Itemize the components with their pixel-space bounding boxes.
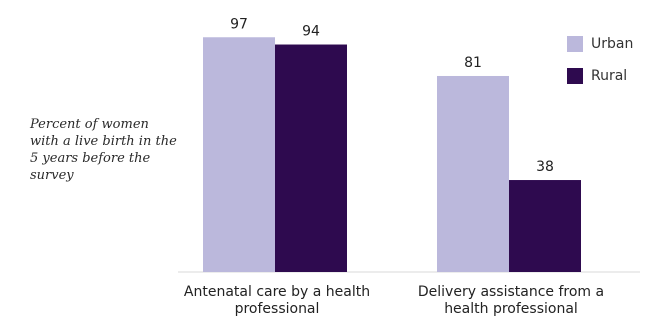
y-axis-label: Percent of women with a live birth in th… xyxy=(30,117,177,183)
legend-label-rural: Rural xyxy=(591,68,628,84)
value-label-rural-antenatal: 94 xyxy=(302,24,320,40)
legend-label-urban: Urban xyxy=(591,36,634,52)
value-label-urban-antenatal: 97 xyxy=(230,16,248,32)
category-label-antenatal: Antenatal care by a health professional xyxy=(183,284,371,317)
bar-urban-delivery xyxy=(437,75,509,272)
bar-urban-antenatal xyxy=(203,37,275,273)
legend-swatch-urban xyxy=(567,36,583,52)
legend: Urban Rural xyxy=(567,32,633,96)
legend-item-urban: Urban xyxy=(567,32,633,56)
legend-swatch-rural xyxy=(567,68,583,84)
legend-item-rural: Rural xyxy=(567,64,633,88)
category-label-delivery: Delivery assistance from a health profes… xyxy=(417,284,605,317)
value-label-urban-delivery: 81 xyxy=(464,55,482,71)
value-label-rural-delivery: 38 xyxy=(536,159,554,175)
bar-rural-delivery xyxy=(509,180,581,272)
bar-rural-antenatal xyxy=(275,44,347,272)
